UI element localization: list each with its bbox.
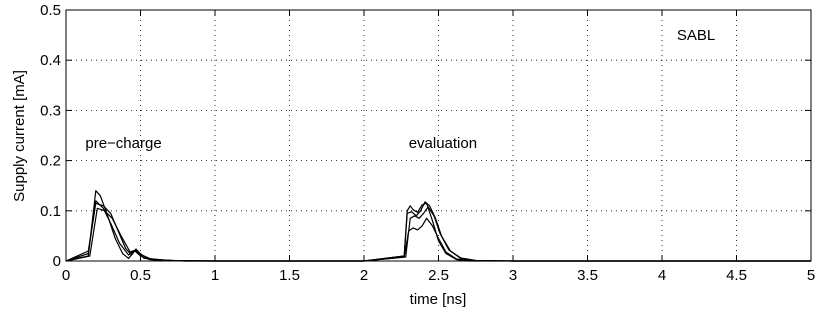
x-tick-label: 3.5 bbox=[577, 267, 598, 284]
y-tick-label: 0.1 bbox=[40, 203, 61, 220]
grid-lines bbox=[66, 10, 811, 261]
y-tick-label: 0.4 bbox=[40, 52, 61, 69]
annotations: pre−charge evaluation SABL bbox=[85, 27, 715, 152]
x-tick-label: 1.5 bbox=[279, 267, 300, 284]
y-tick-label: 0.3 bbox=[40, 102, 61, 119]
x-tick-label: 0 bbox=[62, 267, 70, 284]
axis-ticks bbox=[65, 9, 812, 262]
y-tick-label: 0.5 bbox=[40, 2, 61, 19]
x-tick-label: 1 bbox=[211, 267, 219, 284]
x-tick-label: 2.5 bbox=[428, 267, 449, 284]
series-line-4 bbox=[65, 206, 811, 262]
x-tick-label: 5 bbox=[807, 267, 815, 284]
annotation-1: pre−charge bbox=[85, 135, 161, 152]
y-axis-label: Supply current [mA] bbox=[11, 70, 28, 202]
y-tick-labels: 0 0.1 0.2 0.3 0.4 0.5 bbox=[40, 2, 61, 270]
x-tick-label: 4 bbox=[658, 267, 666, 284]
x-tick-label: 4.5 bbox=[726, 267, 747, 284]
x-tick-label: 2 bbox=[360, 267, 368, 284]
x-tick-label: 0.5 bbox=[130, 267, 151, 284]
y-tick-label: 0 bbox=[53, 253, 61, 270]
annotation-3: SABL bbox=[677, 27, 715, 44]
x-tick-labels: 0 0.5 1 1.5 2 2.5 3 3.5 4 4.5 5 bbox=[62, 267, 815, 284]
y-tick-label: 0.2 bbox=[40, 153, 61, 170]
x-axis-label: time [ns] bbox=[410, 291, 467, 308]
annotation-2: evaluation bbox=[409, 135, 477, 152]
x-tick-label: 3 bbox=[509, 267, 517, 284]
